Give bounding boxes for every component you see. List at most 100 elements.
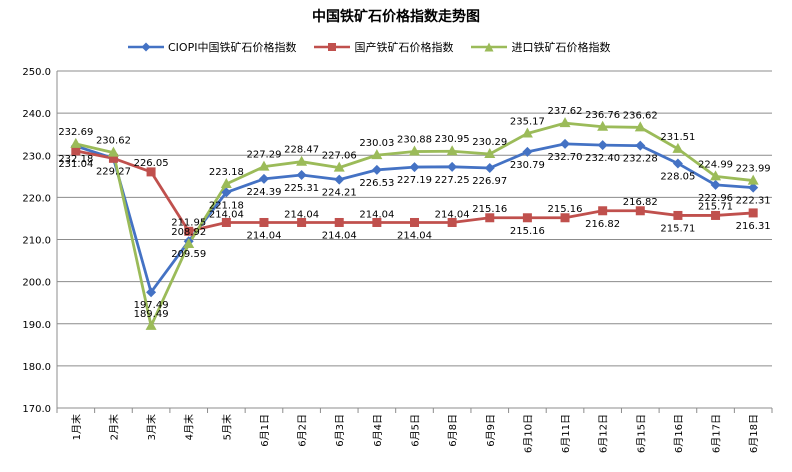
y-tick-label: 200.0 [22,278,51,289]
data-label-domestic: 231.04 [58,159,93,170]
x-tick-label: 6月9日 [485,414,497,447]
data-point-ciopi [560,138,571,149]
data-label-domestic: 214.04 [397,230,432,241]
data-label-domestic: 226.05 [134,158,169,169]
data-label-ciopi: 228.05 [660,171,695,182]
data-point-ciopi [748,182,759,193]
data-label-ciopi: 222.96 [698,193,733,204]
y-tick-label: 170.0 [22,404,51,415]
data-label-ciopi: 222.31 [736,196,771,207]
data-label-imported: 236.76 [585,110,620,121]
data-label-domestic: 211.95 [171,217,206,228]
data-label-imported: 236.62 [623,110,658,121]
data-label-ciopi: 232.28 [623,154,658,165]
data-label-ciopi: 226.53 [359,178,394,189]
data-point-ciopi [296,170,307,181]
data-point-ciopi [409,162,420,173]
data-label-ciopi: 197.49 [134,300,169,311]
data-point-imported [672,142,684,153]
legend-label-domestic: 国产铁矿石价格指数 [354,41,454,54]
x-tick-label: 3月末 [145,414,158,440]
legend-label-ciopi: CIOPI中国铁矿石价格指数 [168,41,297,54]
data-label-imported: 231.51 [660,132,695,143]
data-label-ciopi: 224.21 [322,188,357,199]
data-label-domestic: 214.04 [322,230,357,241]
data-point-domestic [711,210,721,220]
chart-title: 中国铁矿石价格指数走势图 [312,9,480,25]
data-label-imported: 227.06 [322,151,357,162]
data-label-domestic: 215.16 [548,204,583,215]
x-tick-label: 4月末 [183,414,196,440]
data-label-ciopi: 232.18 [58,154,93,165]
data-label-domestic: 215.71 [660,223,695,234]
data-label-imported: 235.17 [510,116,545,127]
x-tick-label: 6月4日 [372,414,384,447]
data-label-imported: 228.47 [284,145,319,156]
data-label-domestic: 214.04 [284,209,319,220]
y-tick-label: 190.0 [22,320,51,331]
data-label-domestic: 215.71 [698,201,733,212]
data-label-ciopi: 232.40 [585,153,620,164]
data-point-domestic [522,213,532,223]
data-point-ciopi [635,140,646,151]
x-tick-label: 6月1日 [259,414,271,447]
data-label-ciopi: 227.25 [435,175,470,186]
data-point-imported [409,145,420,156]
data-label-ciopi: 232.70 [548,152,583,163]
data-label-imported: 227.29 [246,150,281,161]
data-point-ciopi [334,174,345,185]
data-point-domestic [447,217,457,227]
data-point-imported [183,238,195,249]
x-tick-label: 5月末 [220,414,233,440]
data-label-domestic: 216.31 [736,221,771,232]
data-label-ciopi: 224.39 [246,187,281,198]
data-label-imported: 237.62 [548,106,583,117]
x-tick-label: 6月16日 [673,414,685,453]
x-tick-label: 6月12日 [598,414,610,453]
data-label-domestic: 214.04 [435,209,470,220]
data-label-domestic: 215.16 [510,226,545,237]
data-point-ciopi [371,164,382,175]
legend-swatch-ciopi [128,42,164,52]
legend: CIOPI中国铁矿石价格指数 国产铁矿石价格指数 进口铁矿石价格指数 [128,38,610,56]
data-label-domestic: 216.82 [585,219,620,230]
data-point-domestic [297,217,307,227]
y-tick-label: 230.0 [22,151,51,162]
data-point-imported [521,127,533,138]
data-point-domestic [259,217,269,227]
data-label-imported: 224.99 [698,159,733,170]
data-point-imported [597,120,609,131]
data-point-domestic [146,167,156,177]
data-point-domestic [372,217,382,227]
data-point-imported [333,161,345,172]
data-label-domestic: 214.04 [209,209,244,220]
data-point-domestic [108,153,118,163]
data-label-ciopi: 227.19 [397,175,432,186]
data-point-ciopi [710,179,721,190]
data-point-imported [446,145,458,156]
x-tick-label: 6月10日 [522,414,534,453]
data-point-ciopi [672,158,683,169]
data-point-ciopi [522,146,533,157]
legend-swatch-domestic [314,43,351,51]
data-point-imported [559,117,571,128]
data-label-imported: 230.88 [397,135,432,146]
data-label-ciopi: 225.31 [284,183,319,194]
legend-item-imported: 进口铁矿石价格指数 [471,39,610,55]
data-point-domestic [71,146,81,156]
legend-label-imported: 进口铁矿石价格指数 [511,41,611,54]
data-point-domestic [410,217,419,227]
x-tick-label: 6月2日 [297,414,309,447]
data-point-imported [220,177,232,188]
x-tick-label: 6月17日 [711,414,723,453]
data-point-domestic [221,217,231,227]
data-label-imported: 230.95 [435,134,470,145]
data-point-ciopi [258,173,269,184]
data-point-domestic [673,210,683,220]
x-tick-label: 6月18日 [748,414,760,453]
x-tick-label: 6月3日 [334,414,346,447]
data-label-ciopi: 230.79 [510,160,545,171]
data-point-domestic [635,206,645,216]
data-point-imported [296,155,308,166]
